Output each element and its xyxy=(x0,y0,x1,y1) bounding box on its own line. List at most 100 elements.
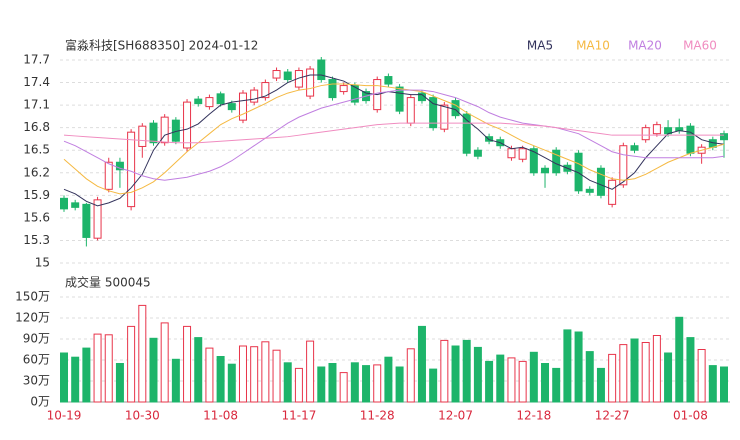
candle-body xyxy=(115,161,124,171)
volume-bar xyxy=(417,325,426,403)
volume-bar xyxy=(350,362,359,403)
candle-body xyxy=(138,125,147,147)
volume-bar xyxy=(60,352,68,403)
volume-bar xyxy=(608,353,617,403)
candle-body xyxy=(652,124,661,135)
candle-body xyxy=(541,167,550,174)
volume-bar xyxy=(641,342,650,403)
volume-bar xyxy=(127,325,136,403)
candle-body xyxy=(205,97,214,108)
candle-body xyxy=(440,104,449,130)
volume-bar xyxy=(708,365,717,403)
volume-bar xyxy=(619,344,628,403)
candle-body xyxy=(306,68,315,97)
volume-bar xyxy=(149,337,158,403)
volume-bar xyxy=(574,331,583,403)
volume-bar xyxy=(395,366,404,403)
candle-body xyxy=(485,136,494,142)
volume-tick-label: 120万 xyxy=(15,311,50,325)
x-tick-label: 12-07 xyxy=(438,409,473,423)
candle-body xyxy=(619,145,628,186)
volume-title: 成交量 500045 xyxy=(65,275,151,290)
volume-tick-label: 90万 xyxy=(23,332,50,346)
candle-body xyxy=(250,89,259,103)
volume-bar xyxy=(720,366,728,403)
y-tick-label: 15.6 xyxy=(23,210,50,224)
candle-body xyxy=(451,100,460,117)
candle-body xyxy=(529,148,538,174)
candle-body xyxy=(183,101,192,149)
x-tick-label: 11-17 xyxy=(281,409,316,423)
volume-bar xyxy=(429,368,438,403)
candle-body xyxy=(641,127,650,141)
volume-bar xyxy=(205,347,214,403)
candle-body xyxy=(261,82,270,99)
volume-bar xyxy=(384,356,393,403)
candle-body xyxy=(328,79,337,99)
volume-bar xyxy=(485,360,494,403)
volume-bar xyxy=(362,365,371,403)
volume-bar xyxy=(462,339,471,403)
volume-bar xyxy=(294,367,303,403)
y-tick-label: 16.5 xyxy=(23,143,50,157)
volume-bar xyxy=(82,347,91,403)
ma-line xyxy=(63,83,725,195)
candle-body xyxy=(350,85,359,103)
candle-body xyxy=(160,116,169,144)
volume-bar xyxy=(529,351,538,403)
volume-bar xyxy=(93,333,102,403)
y-tick-label: 17.7 xyxy=(23,53,50,67)
candle-body xyxy=(283,71,292,81)
volume-bar xyxy=(328,363,337,403)
volume-bar xyxy=(71,356,80,403)
ma-line xyxy=(63,122,724,144)
x-tick-label: 12-18 xyxy=(516,409,551,423)
y-tick-label: 17.1 xyxy=(23,98,50,112)
candle-body xyxy=(608,179,617,205)
volume-bar xyxy=(507,357,516,403)
volume-bar xyxy=(339,372,348,403)
x-tick-label: 10-30 xyxy=(125,409,160,423)
x-tick-label: 10-19 xyxy=(47,409,82,423)
candle-body xyxy=(462,113,471,154)
volume-tick-label: 150万 xyxy=(15,290,50,304)
candle-body xyxy=(104,161,113,190)
candle-body xyxy=(384,76,393,85)
volume-bar xyxy=(160,322,169,403)
x-tick-label: 12-27 xyxy=(595,409,630,423)
candle-body xyxy=(127,131,136,208)
candle-body xyxy=(507,148,516,159)
candle-body xyxy=(317,59,326,81)
volume-bar xyxy=(697,349,706,403)
volume-tick-label: 30万 xyxy=(23,374,50,388)
candle-body xyxy=(574,152,583,192)
candle-body xyxy=(149,122,158,144)
volume-bar xyxy=(664,352,673,403)
volume-bar xyxy=(283,362,292,403)
candle-body xyxy=(238,92,247,121)
y-tick-label: 15.3 xyxy=(23,233,50,247)
candle-body xyxy=(406,97,415,124)
volume-bar xyxy=(238,345,247,403)
candle-body xyxy=(339,85,348,93)
volume-bar xyxy=(440,339,449,403)
volume-bar xyxy=(306,340,315,403)
ma-line xyxy=(63,74,725,207)
candle-body xyxy=(518,148,527,160)
volume-bar xyxy=(496,354,505,403)
candle-body xyxy=(216,93,225,105)
volume-bar xyxy=(406,348,415,403)
candle-body xyxy=(82,203,91,238)
x-tick-label: 11-08 xyxy=(203,409,238,423)
y-tick-label: 15 xyxy=(35,256,50,270)
volume-bar xyxy=(585,351,594,403)
candle-body xyxy=(294,70,303,88)
volume-bar xyxy=(675,316,684,403)
legend-label: MA5 xyxy=(527,39,553,53)
volume-bar xyxy=(563,329,572,403)
chart-title: 富淼科技[SH688350] 2024-01-12 xyxy=(65,38,258,53)
candle-body xyxy=(272,70,281,79)
volume-bar xyxy=(686,337,695,403)
volume-bar xyxy=(473,346,482,403)
